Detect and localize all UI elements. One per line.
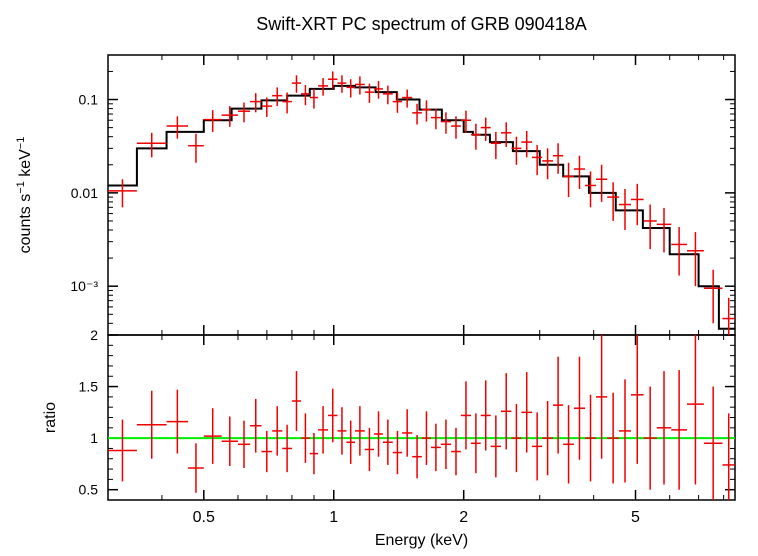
- chart-container: Swift-XRT PC spectrum of GRB 090418A 0.5 1…: [0, 0, 758, 556]
- y-axis-label-top: counts s−1 keV−1: [15, 137, 34, 254]
- y-tick-label-top: 10⁻³: [70, 278, 98, 294]
- top-panel-frame: [108, 55, 735, 335]
- chart-title: Swift-XRT PC spectrum of GRB 090418A: [256, 14, 586, 34]
- model-step-line: [108, 86, 735, 329]
- x-tick-label: 2: [459, 509, 468, 526]
- bottom-panel-frame: [108, 335, 735, 500]
- x-tick-label: 1: [329, 509, 338, 526]
- y-tick-label-top: 0.01: [71, 185, 98, 201]
- y-tick-label-bottom: 0.5: [79, 482, 99, 498]
- y-tick-label-bottom: 1.5: [79, 379, 99, 395]
- y-tick-label-bottom: 2: [90, 327, 98, 343]
- x-tick-label: 0.5: [193, 509, 215, 526]
- y-tick-label-bottom: 1: [90, 430, 98, 446]
- y-axis-label-bottom: ratio: [42, 402, 59, 433]
- spectrum-chart: Swift-XRT PC spectrum of GRB 090418A 0.5 1…: [0, 0, 758, 556]
- y-tick-label-top: 0.1: [79, 92, 99, 108]
- x-axis-label: Energy (keV): [375, 532, 468, 549]
- x-tick-label: 5: [631, 509, 640, 526]
